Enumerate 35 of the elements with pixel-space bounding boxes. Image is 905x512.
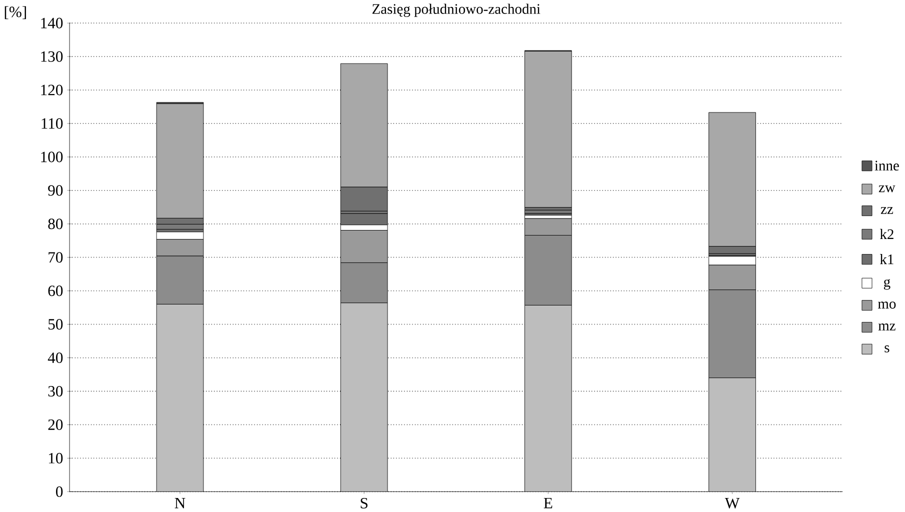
y-axis-title: [%] xyxy=(4,6,26,20)
legend-label: zz xyxy=(880,207,893,214)
x-tick-label: N xyxy=(174,498,186,508)
legend-label: k2 xyxy=(880,228,894,239)
y-tick-label: 90 xyxy=(48,185,63,196)
x-tick-label: E xyxy=(544,498,552,508)
y-tick-label: 10 xyxy=(48,452,63,464)
x-tick-label: S xyxy=(360,498,368,508)
legend-label: s xyxy=(884,345,890,352)
legend-label: k1 xyxy=(880,254,894,264)
y-tick-label: 80 xyxy=(48,218,63,230)
y-tick-label: 40 xyxy=(48,352,63,363)
bar xyxy=(524,305,572,492)
y-tick-label: 70 xyxy=(48,252,63,263)
y-tick-label: 110 xyxy=(42,118,63,129)
y-tick-label: 20 xyxy=(48,419,63,430)
y-tick-label: 0 xyxy=(56,486,63,497)
bar xyxy=(708,378,756,492)
legend-label: mz xyxy=(878,323,896,330)
y-tick-label: 60 xyxy=(48,285,63,296)
legend-label: g xyxy=(884,279,890,290)
legend-label: mo xyxy=(878,302,896,309)
y-tick-label: 120 xyxy=(41,84,63,96)
bar xyxy=(156,304,204,492)
bar xyxy=(524,50,572,208)
y-tick-label: 140 xyxy=(41,18,63,28)
y-tick-label: 100 xyxy=(41,152,63,162)
y-tick-label: 30 xyxy=(48,386,63,396)
x-tick-label: W xyxy=(724,498,740,508)
legend-label: inne xyxy=(874,160,899,170)
bar xyxy=(340,302,388,492)
legend-label: zw xyxy=(878,185,896,192)
y-tick-label: 130 xyxy=(41,51,63,62)
y-tick-label: 50 xyxy=(48,318,63,330)
chart-title: Zasięg południowo-zachodni xyxy=(372,4,540,17)
